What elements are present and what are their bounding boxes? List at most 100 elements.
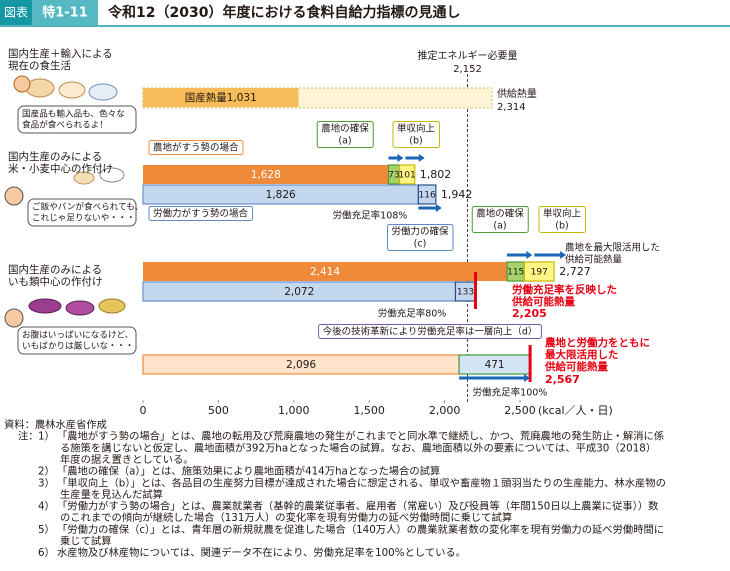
annotation-text: 労働充足率80% [378,308,447,320]
panel-label: 国内生産のみによる [8,263,102,276]
annotation-box [318,324,542,339]
note-text: 年度の据え置きとしている。 [60,453,194,466]
bar-segment [143,88,299,107]
arrow-head [524,374,531,382]
x-tick-label: 0 [140,404,147,417]
note-text: のこれまでの傾向が継続した場合（131万人）の変化率を現有労働力の延べ労働時間に… [60,511,512,524]
speech-text: これじゃ足りないや・・・ [32,213,135,224]
arrow-head [397,154,404,162]
annotation-text: 供給可能熱量 [565,254,623,266]
segment-label: 2,072 [284,286,314,298]
badge-label: 図表 [4,6,28,20]
note-number: 3） [38,477,55,489]
total-label: 1,802 [420,168,452,181]
speech-bubble: お腹はいっぱいになるけど、いもばかりは厳しいな・・・ [17,326,137,355]
supply-name: 供給熱量 [497,87,537,100]
annotation: 今後の技術革新により労働充足率は一層向上（d） [318,324,542,339]
annotation-box [386,224,454,251]
annotation: 労働力がすう勢の場合 [148,206,254,221]
segment-label: 471 [485,359,505,371]
annotation-text: 単収向上 [397,123,436,135]
x-tick-label: 500 [208,404,229,417]
x-tick-label: 1,500 [353,404,385,417]
segment-label: 133 [457,288,474,298]
annotation-text: 農地を最大限活用した [565,242,660,254]
reference-label: 推定エネルギー必要量 [418,49,518,62]
speech-text: いもばかりは厳しいな・・・ [22,340,134,352]
notes-prefix: 注： [18,430,39,443]
annotation-text: 供給可能熱量 [511,295,575,308]
speech-box [17,326,137,355]
title: 令和12（2030）年度における食料自給力指標の見通し [107,4,460,21]
annotation-text: 今後の技術革新により労働充足率は一層向上（d） [323,326,538,338]
speech-text: 食品が食べられるよ！ [22,119,108,131]
segment-label: 2,096 [286,359,316,371]
annotation-text: 供給可能熱量 [544,360,608,373]
panel-label: 現在の食生活 [8,59,71,72]
annotation-text: 労働充足率108% [333,210,408,222]
x-axis-unit: (kcal／人・日) [538,404,613,417]
segment-label: 116 [419,191,436,201]
total-label: 2,567 [545,373,580,386]
bar-segment [143,165,389,184]
annotation-text: 労働力がすう勢の場合 [153,208,249,220]
panel-label: 米・小麦中心の作付け [8,162,113,175]
speech-box [17,105,137,134]
annotation-text: 労働力の確保 [391,226,449,238]
note-text: 水産物及び林産物については、関連データ不在により、労働充足率を100%としている… [57,546,466,559]
source: 資料：農林水産省作成 [4,418,107,431]
note-text: 「農地の確保（a）」とは、施策効果により農地面積が414万haとなった場合の試算 [57,465,440,478]
note-text: 「農地がすう勢の場合」とは、農地の転用及び荒廃農地の発生がこれまでと同水準で継続… [57,430,664,443]
panel-label: 国内生産＋輸入による [8,47,113,60]
note-text: 生産量を見込んだ試算 [60,488,163,501]
annotation-text: 農地の確保 [321,123,369,135]
arrow-head [435,204,442,212]
annotation-text: 労働充足率100% [473,387,548,399]
annotation-box [471,206,529,233]
note-text: 「労働力の確保（c）」とは、青年層の新規就農を促進した場合（140万人）の農業就… [57,523,664,536]
annotation: 単収向上(b) [538,206,586,233]
speech-bubble: ご飯やパンが食べられても、これじゃ足りないや・・・ [27,198,143,227]
bar-segment [417,184,437,205]
note-text: る施策を講じないと仮定し、農地面積が392万haとなった場合の試算。なお、農地面… [60,441,656,454]
illustrations [4,75,126,328]
segment-label: 197 [531,268,548,278]
annotation: 単収向上(b) [392,121,440,148]
supply-value: 2,314 [497,102,526,113]
segment-label: 73 [388,171,399,181]
segment-label: 115 [507,268,524,278]
arrow-head [526,251,533,259]
annotation: 労働力の確保(c) [386,224,454,251]
annotation-box [538,206,586,233]
note-text: 「労働力がすう勢の場合」とは、農業就業者（基幹的農業従事者、雇用者（常雇い）及び… [57,500,658,513]
badge-number: 特1-11 [42,5,88,21]
annotation-box [392,121,440,148]
annotation-text: 単収向上 [543,208,582,220]
annotation-text: (b) [409,136,422,147]
annotation-text: (b) [555,221,568,232]
bar-segment [398,164,416,185]
note-text: 「単収向上（b）」とは、各品目の生産努力目標が達成された場合に想定される、単収や… [57,476,666,489]
annotation-box [148,206,254,221]
arrow-head [560,251,567,259]
total-label: 2,205 [512,307,547,320]
annotation-text: 最大限活用した [545,348,619,361]
annotation-text: (a) [338,136,351,147]
note-text: 乗じて試算 [60,535,111,548]
total-label: 1,942 [441,188,473,201]
annotation: 農地の確保(a) [471,206,529,233]
badge-number-bg [32,0,98,25]
segment-label: 2,414 [310,266,340,278]
bar-segment [523,261,555,282]
annotation-text: 農地がすう勢の場合 [153,142,239,154]
speech-text: ご飯やパンが食べられても、 [32,201,143,213]
annotation-text: (a) [493,221,506,232]
segment-label: 1,628 [251,169,281,181]
annotation-text: 労働充足率を反映した [512,283,617,296]
annotation: 労働充足率80% [378,308,447,320]
